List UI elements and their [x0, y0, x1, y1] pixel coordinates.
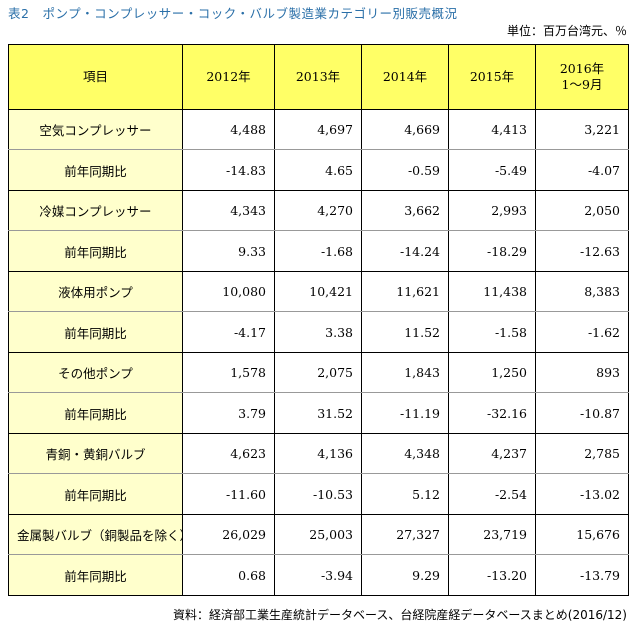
table-cell: -1.62 [535, 311, 629, 353]
table-cell: 8,383 [535, 271, 629, 312]
table-cell: -18.29 [448, 230, 536, 272]
table-cell: 5.12 [361, 473, 449, 515]
row-label: 前年同期比 [8, 149, 183, 191]
table-cell: 9.29 [361, 554, 449, 596]
table-cell: 4,343 [182, 190, 275, 231]
table-cell: -4.07 [535, 149, 629, 191]
table-row-yoy: 前年同期比 -11.60 -10.53 5.12 -2.54 -13.02 [8, 473, 629, 515]
header-year: 2012年 [182, 44, 275, 110]
table-row-yoy: 前年同期比 -14.83 4.65 -0.59 -5.49 -4.07 [8, 149, 629, 191]
table-cell: 2,785 [535, 433, 629, 474]
table-cell: 23,719 [448, 514, 536, 555]
table-cell: 4,270 [274, 190, 362, 231]
unit-note: 単位：百万台湾元、％ [506, 24, 627, 38]
table-cell: 2,075 [274, 352, 362, 393]
table-cell: 4,697 [274, 109, 362, 150]
table-cell: -1.58 [448, 311, 536, 353]
row-label: 前年同期比 [8, 392, 183, 434]
table-cell: -11.60 [182, 473, 275, 515]
table-cell: -10.87 [535, 392, 629, 434]
table-cell: 0.68 [182, 554, 275, 596]
table-row: 液体用ポンプ 10,080 10,421 11,621 11,438 8,383 [8, 271, 629, 312]
sales-table: 項目 2012年 2013年 2014年 2015年 2016年 1〜9月 空気… [8, 44, 629, 596]
table-row: 空気コンプレッサー 4,488 4,697 4,669 4,413 3,221 [8, 109, 629, 150]
table-cell: 4,623 [182, 433, 275, 474]
header-year: 2015年 [448, 44, 536, 110]
table-cell: 3,221 [535, 109, 629, 150]
table-cell: 4,413 [448, 109, 536, 150]
header-item: 項目 [8, 44, 183, 110]
row-label: 青銅・黄銅バルブ [8, 433, 183, 474]
row-label: 液体用ポンプ [8, 271, 183, 312]
table-cell: 4,669 [361, 109, 449, 150]
table-cell: 1,578 [182, 352, 275, 393]
table-cell: -14.83 [182, 149, 275, 191]
table-row: 金属製バルブ（銅製品を除く） 26,029 25,003 27,327 23,719 15… [8, 514, 629, 555]
table-cell: -2.54 [448, 473, 536, 515]
table-cell: 1,250 [448, 352, 536, 393]
row-label: 前年同期比 [8, 230, 183, 272]
table-cell: 11,438 [448, 271, 536, 312]
header-year: 2013年 [274, 44, 362, 110]
table-row: その他ポンプ 1,578 2,075 1,843 1,250 893 [8, 352, 629, 393]
table-row: 青銅・黄銅バルブ 4,623 4,136 4,348 4,237 2,785 [8, 433, 629, 474]
table-cell: 27,327 [361, 514, 449, 555]
table-cell: 10,080 [182, 271, 275, 312]
table-cell: 3,662 [361, 190, 449, 231]
row-label: 冷媒コンプレッサー [8, 190, 183, 231]
table-cell: 25,003 [274, 514, 362, 555]
table-cell: -3.94 [274, 554, 362, 596]
row-label: 金属製バルブ（銅製品を除く） [8, 514, 183, 555]
table-row-yoy: 前年同期比 9.33 -1.68 -14.24 -18.29 -12.63 [8, 230, 629, 272]
table-row: 冷媒コンプレッサー 4,343 4,270 3,662 2,993 2,050 [8, 190, 629, 231]
table-cell: 2,993 [448, 190, 536, 231]
row-label: 前年同期比 [8, 311, 183, 353]
source-note: 資料：経済部工業生産統計データベース、台経院産経データベースまとめ(2016/1… [172, 608, 627, 622]
table-cell: -13.02 [535, 473, 629, 515]
table-cell: -13.79 [535, 554, 629, 596]
table-cell: 1,843 [361, 352, 449, 393]
table-cell: 3.79 [182, 392, 275, 434]
table-cell: 11.52 [361, 311, 449, 353]
header-year: 2014年 [361, 44, 449, 110]
row-label: その他ポンプ [8, 352, 183, 393]
table-cell: 4,237 [448, 433, 536, 474]
table-cell: 4,488 [182, 109, 275, 150]
header-2016-line1: 2016年 [559, 61, 605, 77]
table-cell: 26,029 [182, 514, 275, 555]
table-cell: -32.16 [448, 392, 536, 434]
table-cell: -13.20 [448, 554, 536, 596]
header-2016: 2016年 1〜9月 [535, 44, 629, 110]
table-cell: -1.68 [274, 230, 362, 272]
table-cell: 15,676 [535, 514, 629, 555]
table-cell: 4.65 [274, 149, 362, 191]
table-cell: -12.63 [535, 230, 629, 272]
table-row-yoy: 前年同期比 -4.17 3.38 11.52 -1.58 -1.62 [8, 311, 629, 353]
table-cell: 11,621 [361, 271, 449, 312]
table-cell: -14.24 [361, 230, 449, 272]
table-row-yoy: 前年同期比 0.68 -3.94 9.29 -13.20 -13.79 [8, 554, 629, 596]
table-cell: 31.52 [274, 392, 362, 434]
table-cell: 4,348 [361, 433, 449, 474]
table-cell: -11.19 [361, 392, 449, 434]
header-row: 項目 2012年 2013年 2014年 2015年 2016年 1〜9月 [8, 44, 629, 110]
table-cell: -4.17 [182, 311, 275, 353]
table-title: 表2 ポンプ・コンプレッサー・コック・バルブ製造業カテゴリー別販売概況 [8, 6, 458, 21]
table-row-yoy: 前年同期比 3.79 31.52 -11.19 -32.16 -10.87 [8, 392, 629, 434]
table-cell: -0.59 [361, 149, 449, 191]
header-2016-line2: 1〜9月 [561, 77, 603, 92]
table-cell: -10.53 [274, 473, 362, 515]
row-label: 前年同期比 [8, 554, 183, 596]
row-label: 前年同期比 [8, 473, 183, 515]
table-cell: -5.49 [448, 149, 536, 191]
table-cell: 4,136 [274, 433, 362, 474]
row-label: 空気コンプレッサー [8, 109, 183, 150]
table-cell: 10,421 [274, 271, 362, 312]
table-cell: 893 [535, 352, 629, 393]
table-cell: 3.38 [274, 311, 362, 353]
table-cell: 2,050 [535, 190, 629, 231]
table-cell: 9.33 [182, 230, 275, 272]
